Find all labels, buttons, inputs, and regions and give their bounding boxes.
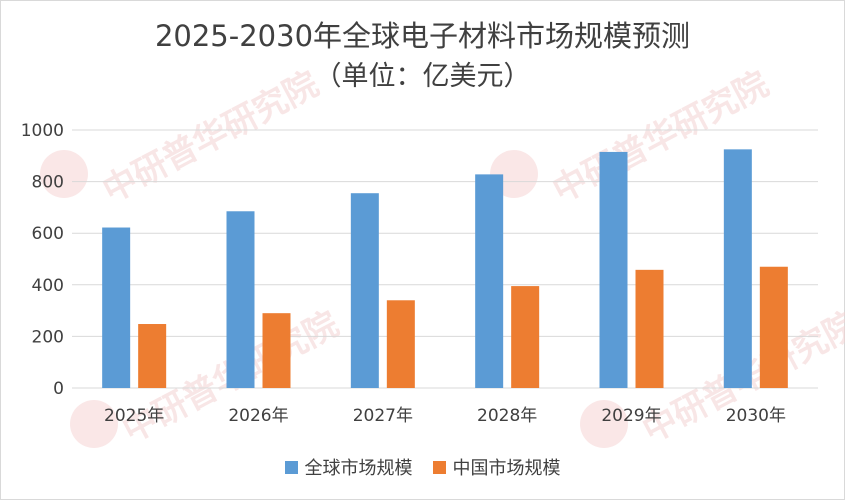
y-tick-label: 200	[32, 327, 64, 347]
y-tick-label: 400	[32, 276, 64, 296]
bar-global	[723, 149, 752, 388]
bar-china	[759, 266, 788, 388]
y-tick-label: 600	[32, 224, 64, 244]
bar-china	[386, 300, 415, 388]
bar-global	[475, 174, 504, 388]
chart-subtitle: （单位：亿美元）	[314, 61, 531, 92]
watermark-logo	[40, 150, 88, 198]
watermark-logo	[70, 400, 118, 448]
legend-label-china: 中国市场规模	[452, 458, 561, 479]
bar-global	[599, 151, 628, 388]
chart-title: 2025-2030年全球电子材料市场规模预测	[154, 19, 691, 53]
legend-item-china: 中国市场规模	[432, 454, 561, 480]
x-tick-label: 2027年	[353, 406, 413, 426]
bar-global	[350, 193, 379, 388]
bar-china	[635, 269, 664, 388]
x-tick-label: 2030年	[726, 406, 786, 426]
legend: 全球市场规模 中国市场规模	[0, 454, 845, 480]
bar-china	[511, 286, 540, 388]
bar-global	[102, 227, 131, 388]
y-tick-label: 0	[53, 379, 64, 399]
x-tick-label: 2029年	[601, 406, 661, 426]
y-tick-label: 800	[32, 173, 64, 193]
y-tick-label: 1000	[21, 121, 64, 141]
x-tick-label: 2025年	[104, 406, 164, 426]
legend-swatch-china	[432, 460, 446, 474]
x-tick-label: 2026年	[228, 406, 288, 426]
legend-item-global: 全球市场规模	[284, 454, 413, 480]
bar-global	[226, 211, 255, 388]
bar-china	[138, 324, 167, 388]
bar-china	[262, 313, 291, 388]
legend-swatch-global	[284, 460, 298, 474]
x-tick-label: 2028年	[477, 406, 537, 426]
legend-label-global: 全球市场规模	[304, 458, 413, 479]
watermark-logo	[580, 400, 628, 448]
